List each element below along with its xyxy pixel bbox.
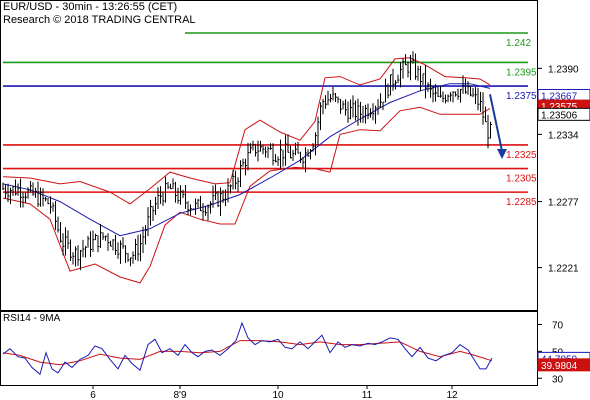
- x-tick-label-0: 6: [90, 390, 96, 400]
- rsi-tag-1-label: 39.9804: [541, 361, 578, 372]
- x-tick-label-4: 12: [446, 390, 458, 400]
- level-label-2: 1.2375: [506, 91, 537, 102]
- bollinger-upper-line: [2, 57, 491, 205]
- rsi-line: [2, 321, 493, 376]
- rsi-ma-line: [2, 340, 493, 366]
- price-tag-0-label: 1.23667: [541, 91, 578, 102]
- forecast-arrow-head: [497, 148, 507, 159]
- y-tick-label-3: 1.2390: [548, 64, 579, 75]
- rsi-y-tick-label-2: 70: [552, 320, 564, 331]
- rsi-panel: 68'910111230507044.785939.9804: [0, 311, 590, 400]
- main-panel-frame: [0, 0, 538, 311]
- price-tag-2-label: 1.23506: [541, 110, 578, 121]
- level-label-0: 1.242: [506, 38, 531, 49]
- x-tick-label-1: 8'9: [173, 390, 186, 400]
- level-label-3: 1.2325: [506, 150, 537, 161]
- rsi-panel-frame: [0, 311, 538, 386]
- price-tag-1-label: 1.23575: [541, 102, 578, 113]
- chart-title: EUR/USD - 30min - 13:26:55 (CET): [3, 1, 178, 13]
- y-tick-label-0: 1.2221: [548, 264, 579, 275]
- rsi-y-tick-label-0: 30: [552, 374, 564, 385]
- x-tick-label-2: 10: [272, 390, 284, 400]
- x-tick-label-3: 11: [362, 390, 373, 400]
- level-label-5: 1.2285: [506, 197, 537, 208]
- y-tick-label-1: 1.2277: [548, 198, 579, 209]
- copyright-text: Research © 2018 TRADING CENTRAL: [3, 14, 196, 26]
- price-tag-2-box: [537, 107, 590, 121]
- y-tick-label-2: 1.2334: [548, 130, 579, 141]
- forecast-arrow-shaft: [489, 94, 503, 152]
- level-label-4: 1.2305: [506, 174, 537, 185]
- level-label-1: 1.2395: [506, 67, 537, 78]
- main-price-panel: 1.242 1.2395 1.2375 1.2325 1.2305 1.2285 1.222…: [0, 0, 590, 311]
- moving-average-line: [2, 83, 491, 237]
- bollinger-lower-line: [2, 106, 491, 284]
- rsi-panel-title: RSI14 - 9MA: [3, 313, 61, 324]
- rsi-tag-1-box: [537, 358, 590, 372]
